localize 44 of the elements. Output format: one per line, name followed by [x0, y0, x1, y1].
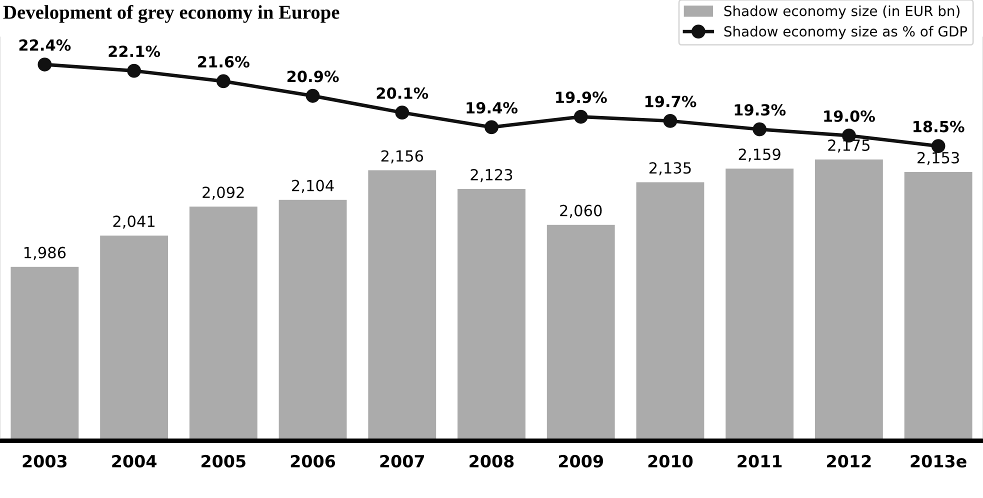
- data-label: 20.1%: [376, 87, 428, 99]
- data-label: 22.1%: [108, 46, 160, 58]
- point: [752, 122, 767, 136]
- point: [38, 58, 52, 72]
- x-tick-label: 2006: [290, 454, 336, 468]
- data-label: 19.9%: [556, 92, 607, 104]
- x-tick-label: 2010: [648, 454, 693, 468]
- data-label: 2,041: [113, 216, 155, 229]
- data-label: 19.3%: [734, 104, 786, 116]
- x-tick-label: 2011: [738, 454, 782, 468]
- data-label: 19.4%: [466, 102, 518, 114]
- data-label: 2,104: [292, 180, 334, 193]
- chart-title: Development of grey economy in Europe: [3, 4, 340, 23]
- x-tick-label: 2003: [22, 454, 67, 468]
- point: [216, 74, 230, 88]
- data-label: 2,060: [560, 204, 602, 218]
- data-label: 20.9%: [287, 70, 339, 82]
- data-label: 2,092: [202, 186, 244, 200]
- point: [395, 106, 410, 120]
- x-tick-label: 2004: [112, 454, 156, 468]
- data-label: 19.7%: [645, 96, 696, 108]
- data-label: 21.6%: [198, 56, 250, 68]
- x-tick-label: 2005: [202, 454, 246, 468]
- x-tick-label: 2013e: [910, 454, 966, 468]
- x-tick-label: 2008: [470, 454, 514, 468]
- x-tick-label: 2009: [558, 454, 603, 468]
- data-label: 19.0%: [824, 110, 875, 122]
- point: [306, 88, 320, 103]
- data-label: 2,156: [381, 150, 424, 164]
- point: [127, 64, 141, 78]
- x-tick-label: 2012: [827, 454, 871, 468]
- point: [663, 114, 678, 128]
- point: [574, 110, 588, 124]
- legend-label: Shadow economy size as % of GDP: [724, 26, 968, 40]
- data-label: 2,135: [649, 162, 691, 176]
- data-label: 1,986: [24, 246, 66, 260]
- data-label: 2,123: [470, 168, 512, 182]
- point: [484, 120, 498, 134]
- data-label: 2,159: [738, 148, 780, 162]
- data-label: 22.4%: [19, 39, 71, 51]
- data-label: 18.5%: [914, 120, 964, 132]
- data-label: 2,153: [918, 152, 959, 166]
- x-tick-label: 2007: [380, 454, 424, 468]
- legend-label: Shadow economy size (in EUR bn): [724, 5, 960, 19]
